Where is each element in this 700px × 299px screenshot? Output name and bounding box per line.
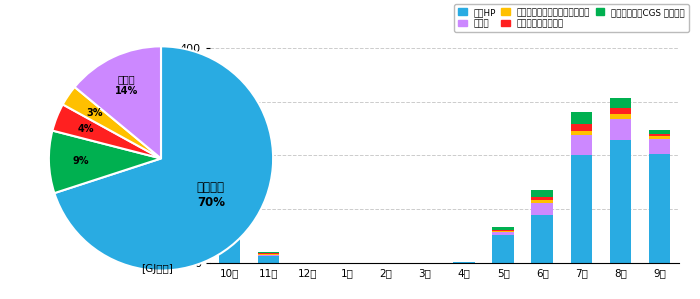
Bar: [531, 190, 553, 197]
Bar: [649, 136, 670, 139]
Bar: [531, 203, 553, 215]
Bar: [258, 253, 279, 254]
Bar: [570, 135, 592, 155]
Bar: [649, 130, 670, 135]
Wedge shape: [63, 87, 161, 158]
Bar: [531, 197, 553, 200]
Bar: [570, 155, 592, 263]
Text: 3%: 3%: [86, 108, 102, 118]
Text: [GJ／月]: [GJ／月]: [141, 264, 174, 274]
Bar: [454, 262, 475, 263]
Bar: [492, 232, 514, 235]
Bar: [570, 112, 592, 124]
Bar: [610, 98, 631, 108]
Bar: [258, 254, 279, 256]
Bar: [219, 221, 240, 263]
Bar: [610, 108, 631, 114]
Bar: [531, 215, 553, 263]
Y-axis label: 冷
熱
製
造
熱
量: 冷 熱 製 造 熱 量: [138, 121, 144, 190]
Bar: [492, 230, 514, 231]
Bar: [219, 212, 240, 215]
Text: 氷蓄熱
14%: 氷蓄熱 14%: [115, 75, 139, 96]
Bar: [219, 217, 240, 221]
Bar: [492, 231, 514, 232]
Bar: [258, 256, 279, 263]
Bar: [219, 215, 240, 216]
Bar: [531, 200, 553, 203]
Legend: 空冷HP, 氷蓄熱, ジェネリンクソーラー集熱利用, ジェネリンクガス焦, ジェネリンクCGS 排熱利用: 空冷HP, 氷蓄熱, ジェネリンクソーラー集熱利用, ジェネリンクガス焦, ジェ…: [454, 4, 689, 32]
Wedge shape: [52, 104, 161, 158]
Bar: [492, 227, 514, 230]
Wedge shape: [55, 46, 273, 271]
Bar: [570, 124, 592, 131]
Wedge shape: [49, 131, 161, 193]
Bar: [219, 216, 240, 217]
Bar: [649, 135, 670, 136]
Text: 4%: 4%: [78, 124, 94, 134]
Bar: [610, 114, 631, 119]
Bar: [570, 131, 592, 135]
Bar: [258, 252, 279, 253]
Text: 9%: 9%: [72, 156, 89, 166]
Text: 空冷ＨＰ
70%: 空冷ＨＰ 70%: [197, 181, 225, 209]
Bar: [649, 139, 670, 154]
Bar: [610, 119, 631, 141]
Bar: [610, 141, 631, 263]
Wedge shape: [75, 46, 161, 158]
Bar: [492, 235, 514, 263]
Bar: [649, 154, 670, 263]
